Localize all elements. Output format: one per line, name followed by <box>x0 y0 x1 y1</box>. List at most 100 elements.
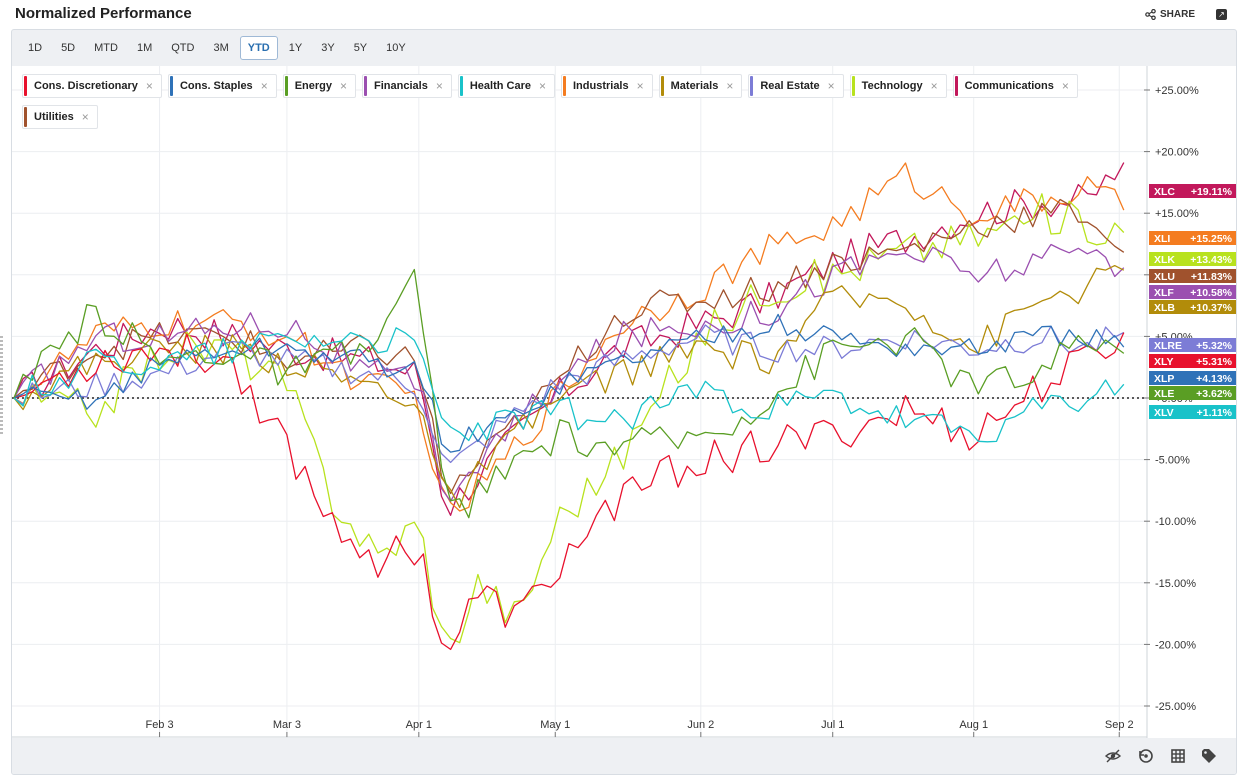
series-line-xlk[interactable] <box>13 193 1125 644</box>
legend-item[interactable]: Cons. Discretionary × <box>22 74 162 98</box>
chart-panel: 1D 5D MTD 1M QTD 3M YTD 1Y 3Y 5Y 10Y +25.00% +20.00… <box>11 29 1237 775</box>
range-button-mtd[interactable]: MTD <box>94 42 118 54</box>
value-tag-ticker: XLC <box>1154 186 1175 198</box>
legend-swatch <box>459 76 463 96</box>
share-button[interactable]: SHARE <box>1145 9 1195 20</box>
y-tick-label: -15.00% <box>1155 578 1196 590</box>
range-button-qtd[interactable]: QTD <box>171 42 195 54</box>
legend-swatch <box>169 76 173 96</box>
legend-item[interactable]: Technology × <box>849 74 947 98</box>
x-tick-label: Jun 2 <box>687 719 714 731</box>
drag-handle[interactable] <box>0 336 3 436</box>
plot-area[interactable]: +25.00%+20.00%+15.00%+10.00%+5.00%+0.00%… <box>12 66 1236 738</box>
hide-icon[interactable] <box>1104 747 1122 765</box>
value-tag-value: +1.11% <box>1197 407 1233 419</box>
series-line-xlu[interactable] <box>13 198 1125 495</box>
value-tag <box>1149 405 1236 419</box>
value-tag-ticker: XLE <box>1154 388 1174 400</box>
reset-icon[interactable] <box>1137 747 1155 765</box>
grid-icon[interactable] <box>1169 747 1187 765</box>
legend-item[interactable]: Energy × <box>282 74 357 98</box>
range-button-5y[interactable]: 5Y <box>353 42 368 54</box>
legend-label: Industrials <box>572 80 629 92</box>
range-button-1y[interactable]: 1Y <box>288 42 303 54</box>
series-line-xlc[interactable] <box>13 162 1125 516</box>
tag-icon[interactable] <box>1200 747 1218 765</box>
remove-series-icon[interactable]: × <box>145 79 153 93</box>
legend-item[interactable]: Health Care × <box>457 74 555 98</box>
legend-swatch <box>660 76 664 96</box>
legend-swatch <box>24 76 27 96</box>
remove-series-icon[interactable]: × <box>636 79 644 93</box>
range-button-ytd[interactable]: YTD <box>239 36 278 60</box>
legend-item[interactable]: Utilities × <box>22 105 98 129</box>
remove-series-icon[interactable]: × <box>260 79 268 93</box>
value-tag <box>1149 285 1236 299</box>
y-tick-label: +15.00% <box>1155 208 1199 220</box>
y-tick-label: -20.00% <box>1155 639 1196 651</box>
value-tag <box>1149 371 1236 385</box>
share-icon <box>1145 9 1156 20</box>
legend-swatch <box>24 107 27 127</box>
value-tag-ticker: XLF <box>1154 287 1174 299</box>
value-tag-value: +11.83% <box>1191 271 1233 283</box>
y-tick-label: -5.00% <box>1155 455 1190 467</box>
legend-swatch <box>851 76 855 96</box>
range-button-10y[interactable]: 10Y <box>386 42 406 54</box>
expand-icon[interactable]: ↗ <box>1216 9 1227 20</box>
legend-label: Financials <box>374 80 428 92</box>
range-button-3y[interactable]: 3Y <box>321 42 335 54</box>
series-line-xlre[interactable] <box>13 324 1125 464</box>
legend-label: Materials <box>670 80 719 92</box>
range-button-1m[interactable]: 1M <box>136 42 153 54</box>
legend-item[interactable]: Industrials × <box>560 74 653 98</box>
value-tag-value: +4.13% <box>1196 373 1233 385</box>
remove-series-icon[interactable]: × <box>1061 79 1069 93</box>
range-button-1d[interactable]: 1D <box>28 42 43 54</box>
value-tag-ticker: XLK <box>1154 254 1175 266</box>
remove-series-icon[interactable]: × <box>340 79 348 93</box>
value-tag-ticker: XLB <box>1154 302 1175 314</box>
performance-chart[interactable]: +25.00%+20.00%+15.00%+10.00%+5.00%+0.00%… <box>12 66 1236 738</box>
y-tick-label: +25.00% <box>1155 85 1199 97</box>
remove-series-icon[interactable]: × <box>827 79 835 93</box>
remove-series-icon[interactable]: × <box>726 79 734 93</box>
legend-item[interactable]: Communications × <box>952 74 1078 98</box>
value-tag <box>1149 300 1236 314</box>
legend-label: Utilities <box>34 111 74 123</box>
remove-series-icon[interactable]: × <box>435 79 443 93</box>
remove-series-icon[interactable]: × <box>81 110 89 124</box>
x-tick-label: Feb 3 <box>145 719 173 731</box>
legend-item[interactable]: Cons. Staples × <box>167 74 277 98</box>
legend-label: Communications <box>964 80 1054 92</box>
legend-item[interactable]: Real Estate × <box>748 74 844 98</box>
legend-label: Energy <box>294 80 332 92</box>
remove-series-icon[interactable]: × <box>538 79 546 93</box>
series-line-xly[interactable] <box>13 332 1125 651</box>
remove-series-icon[interactable]: × <box>930 79 938 93</box>
value-tag-value: +5.31% <box>1196 356 1233 368</box>
x-tick-label: Mar 3 <box>273 719 301 731</box>
value-tag-value: +5.32% <box>1196 340 1233 352</box>
value-tag <box>1149 252 1236 266</box>
legend-swatch <box>750 76 754 96</box>
series-line-xle[interactable] <box>13 268 1125 519</box>
y-tick-label: -10.00% <box>1155 516 1196 528</box>
x-tick-label: Aug 1 <box>959 719 988 731</box>
legend-label: Cons. Staples <box>179 80 253 92</box>
series-line-xlv[interactable] <box>13 327 1125 443</box>
value-tag-value: +3.62% <box>1196 388 1233 400</box>
value-tag-value: +19.11% <box>1191 186 1233 198</box>
legend-item[interactable]: Financials × <box>362 74 452 98</box>
value-tag <box>1149 184 1236 198</box>
range-button-5d[interactable]: 5D <box>61 42 76 54</box>
x-tick-label: Apr 1 <box>406 719 432 731</box>
y-tick-label: -25.00% <box>1155 701 1196 713</box>
legend-item[interactable]: Materials × <box>658 74 743 98</box>
range-button-3m[interactable]: 3M <box>213 42 229 54</box>
value-tag-value: +10.58% <box>1190 287 1232 299</box>
value-tag <box>1149 354 1236 368</box>
page-title: Normalized Performance <box>15 5 192 22</box>
legend-label: Cons. Discretionary <box>34 80 138 92</box>
value-tag <box>1149 386 1236 400</box>
